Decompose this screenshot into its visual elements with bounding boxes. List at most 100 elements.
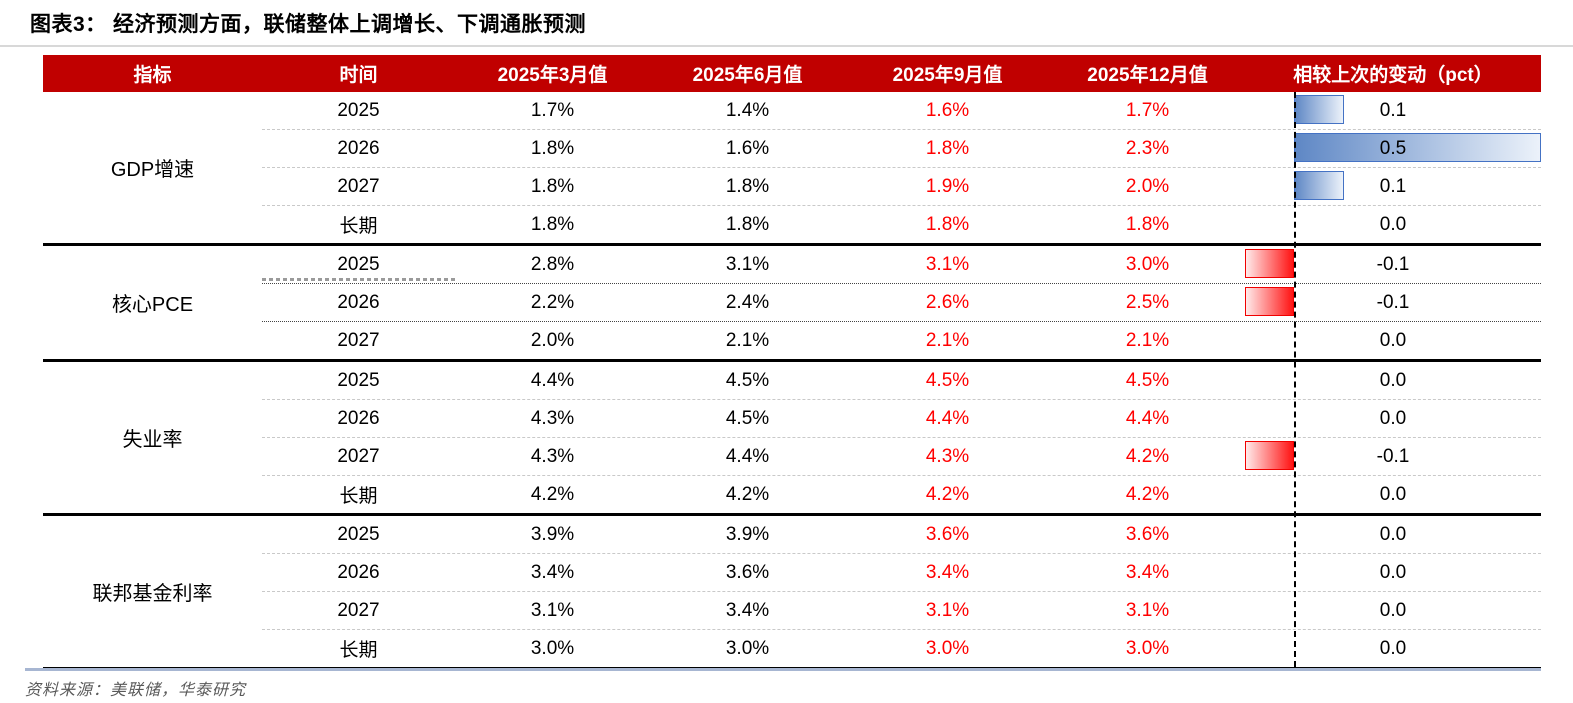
change-cell: 0.0 xyxy=(1245,400,1541,437)
time-cell: 2026 xyxy=(337,407,380,429)
value-cell: 1.8% xyxy=(725,175,770,197)
table-row: 2026 1.8% 1.6% 1.8% 2.3% 0.5 xyxy=(262,129,1541,167)
value-cell: 3.0% xyxy=(925,637,970,659)
value-cell: 1.8% xyxy=(925,137,970,159)
value-cell: 3.0% xyxy=(725,637,770,659)
value-cell: 4.4% xyxy=(725,445,770,467)
value-cell: 4.3% xyxy=(530,407,575,429)
value-cell: 2.5% xyxy=(1125,291,1170,313)
time-cell: 2026 xyxy=(337,291,380,313)
table-row: 2025 3.9% 3.9% 3.6% 3.6% 0.0 xyxy=(262,516,1541,553)
value-cell: 2.0% xyxy=(1125,175,1170,197)
value-cell: 1.8% xyxy=(530,213,575,235)
value-cell: 4.2% xyxy=(1125,483,1170,505)
change-value: -0.1 xyxy=(1376,291,1410,313)
value-cell: 4.5% xyxy=(725,369,770,391)
value-cell: 4.4% xyxy=(925,407,970,429)
value-cell: 4.2% xyxy=(530,483,575,505)
table-row: 2027 3.1% 3.4% 3.1% 3.1% 0.0 xyxy=(262,591,1541,629)
value-cell: 3.4% xyxy=(1125,561,1170,583)
change-value: -0.1 xyxy=(1376,253,1410,275)
indicator-cell: 失业率 xyxy=(122,429,183,451)
value-cell: 2.6% xyxy=(925,291,970,313)
value-cell: 1.8% xyxy=(1125,213,1170,235)
value-cell: 1.8% xyxy=(925,213,970,235)
table-row: 2025 2.8% 3.1% 3.1% 3.0% -0.1 xyxy=(262,246,1541,283)
change-value: -0.1 xyxy=(1376,445,1410,467)
change-value: 0.0 xyxy=(1379,407,1407,429)
value-cell: 2.3% xyxy=(1125,137,1170,159)
value-cell: 4.3% xyxy=(530,445,575,467)
group-rows: 2025 1.7% 1.4% 1.6% 1.7% 0.1 2026 1.8% 1.6% 1.8% 2… xyxy=(262,92,1541,243)
time-cell: 2026 xyxy=(337,561,380,583)
value-cell: 4.2% xyxy=(725,483,770,505)
change-data-bar xyxy=(1245,287,1295,316)
value-cell: 3.4% xyxy=(725,599,770,621)
value-cell: 3.4% xyxy=(925,561,970,583)
column-header-2: 2025年3月值 xyxy=(497,65,608,86)
change-cell: 0.0 xyxy=(1245,206,1541,243)
value-cell: 1.6% xyxy=(925,99,970,121)
time-cell: 长期 xyxy=(339,640,378,661)
value-cell: 3.9% xyxy=(725,523,770,545)
value-cell: 1.8% xyxy=(725,213,770,235)
change-value: 0.1 xyxy=(1379,175,1407,197)
value-cell: 4.4% xyxy=(530,369,575,391)
time-cell: 2027 xyxy=(337,445,380,467)
group-rows: 2025 3.9% 3.9% 3.6% 3.6% 0.0 2026 3.4% 3.6% 3.4% 3… xyxy=(262,516,1541,667)
change-value: 0.0 xyxy=(1379,561,1407,583)
change-value: 0.0 xyxy=(1379,637,1407,659)
value-cell: 3.6% xyxy=(725,561,770,583)
change-cell: 0.0 xyxy=(1245,362,1541,399)
value-cell: 2.2% xyxy=(530,291,575,313)
table-row: 2027 4.3% 4.4% 4.3% 4.2% -0.1 xyxy=(262,437,1541,475)
value-cell: 3.1% xyxy=(925,253,970,275)
value-cell: 1.8% xyxy=(530,175,575,197)
change-value: 0.0 xyxy=(1379,599,1407,621)
value-cell: 4.5% xyxy=(925,369,970,391)
table-row: 长期 1.8% 1.8% 1.8% 1.8% 0.0 xyxy=(262,205,1541,243)
change-value: 0.5 xyxy=(1379,137,1407,159)
value-cell: 3.1% xyxy=(1125,599,1170,621)
change-value: 0.1 xyxy=(1379,99,1407,121)
value-cell: 1.6% xyxy=(725,137,770,159)
source-note: 资料来源：美联储，华泰研究 xyxy=(25,682,247,699)
time-cell: 2025 xyxy=(337,523,380,545)
time-cell: 2025 xyxy=(337,253,380,275)
value-cell: 3.1% xyxy=(725,253,770,275)
table-row: 2026 4.3% 4.5% 4.4% 4.4% 0.0 xyxy=(262,399,1541,437)
table-row: 2026 3.4% 3.6% 3.4% 3.4% 0.0 xyxy=(262,553,1541,591)
table-row: 2027 1.8% 1.8% 1.9% 2.0% 0.1 xyxy=(262,167,1541,205)
time-cell: 2027 xyxy=(337,329,380,351)
value-cell: 4.2% xyxy=(925,483,970,505)
value-cell: 4.4% xyxy=(1125,407,1170,429)
group-rows: 2025 2.8% 3.1% 3.1% 3.0% -0.1 2026 2.2% 2.4% 2.6%… xyxy=(262,246,1541,359)
value-cell: 2.4% xyxy=(725,291,770,313)
change-cell: 0.0 xyxy=(1245,476,1541,513)
value-cell: 1.7% xyxy=(530,99,575,121)
indicator-cell: GDP增速 xyxy=(110,159,195,181)
change-value: 0.0 xyxy=(1379,213,1407,235)
value-cell: 3.1% xyxy=(925,599,970,621)
value-cell: 3.1% xyxy=(530,599,575,621)
table-row: 2025 4.4% 4.5% 4.5% 4.5% 0.0 xyxy=(262,362,1541,399)
column-header-0: 指标 xyxy=(133,65,172,86)
column-header-4: 2025年9月值 xyxy=(892,65,1003,86)
table-row: 2026 2.2% 2.4% 2.6% 2.5% -0.1 xyxy=(262,283,1541,321)
value-cell: 3.0% xyxy=(1125,637,1170,659)
value-cell: 1.4% xyxy=(725,99,770,121)
change-cell: 0.5 xyxy=(1245,130,1541,167)
value-cell: 1.9% xyxy=(925,175,970,197)
value-cell: 4.3% xyxy=(925,445,970,467)
table-body: GDP增速 2025 1.7% 1.4% 1.6% 1.7% 0.1 2026 1.8% 1.6%… xyxy=(43,92,1541,667)
value-cell: 3.4% xyxy=(530,561,575,583)
change-cell: 0.1 xyxy=(1245,92,1541,129)
figure-title: 图表3： 经济预测方面，联储整体上调增长、下调通胀预测 xyxy=(30,13,587,36)
column-header-6: 相较上次的变动（pct） xyxy=(1293,65,1493,86)
column-header-1: 时间 xyxy=(339,65,378,86)
footer-divider xyxy=(25,668,1541,671)
value-cell: 2.8% xyxy=(530,253,575,275)
table-row: 长期 3.0% 3.0% 3.0% 3.0% 0.0 xyxy=(262,629,1541,667)
time-cell: 2027 xyxy=(337,175,380,197)
